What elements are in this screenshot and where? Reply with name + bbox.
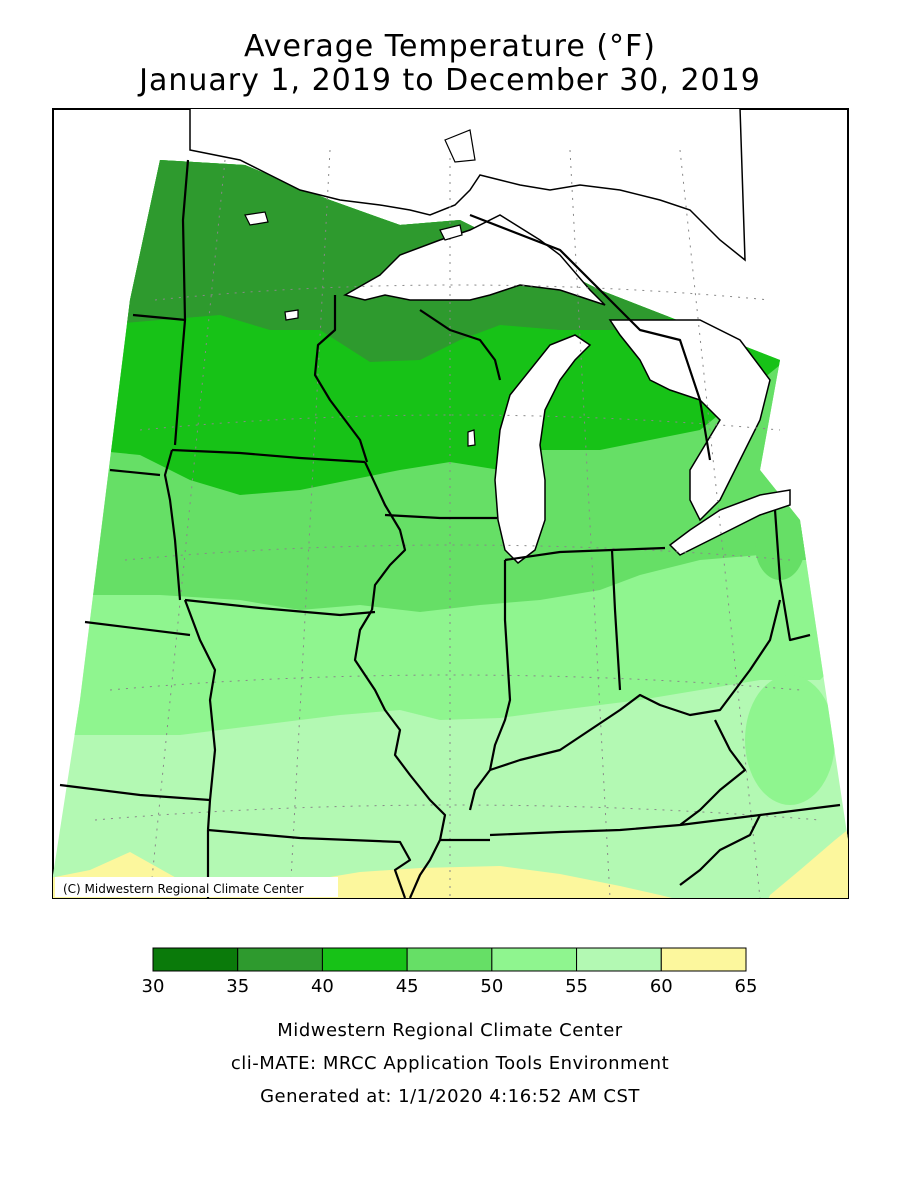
border-ks-ne bbox=[84, 620, 191, 637]
legend-bin-55-60 bbox=[576, 947, 662, 972]
border-mn-wi bbox=[313, 295, 369, 463]
border-il-west bbox=[353, 609, 447, 841]
border-ia-mo bbox=[184, 598, 376, 617]
map-date-range: January 1, 2019 to December 30, 2019 bbox=[139, 63, 761, 98]
legend-bin-30-35 bbox=[152, 947, 239, 972]
border-sd-ne bbox=[109, 468, 161, 477]
border-mo-ar bbox=[207, 828, 412, 898]
band-60-65-east bbox=[760, 820, 848, 898]
map-credit: (C) Midwestern Regional Climate Center bbox=[63, 882, 304, 896]
legend-bin-60-65 bbox=[660, 947, 747, 972]
legend-tick-40: 40 bbox=[310, 976, 334, 997]
land-north bbox=[189, 109, 746, 262]
border-tn-va bbox=[679, 814, 761, 886]
graticule bbox=[94, 149, 821, 898]
border-in-oh bbox=[610, 549, 622, 691]
border-ms-river bbox=[408, 839, 441, 898]
legend-colorbar bbox=[152, 947, 747, 972]
great-lakes bbox=[189, 109, 791, 564]
map-title: Average Temperature (°F) bbox=[244, 29, 656, 64]
legend-tick-50: 50 bbox=[480, 976, 504, 997]
state-boundaries bbox=[59, 159, 841, 898]
band-50-55-east bbox=[745, 675, 835, 805]
border-il-in bbox=[468, 560, 512, 811]
band-30-35 bbox=[370, 220, 430, 245]
border-wi-mi bbox=[419, 309, 502, 381]
lake-erie bbox=[668, 489, 791, 556]
legend-tick-60: 60 bbox=[649, 976, 673, 997]
legend-tick-30: 30 bbox=[141, 976, 165, 997]
legend-tick-65: 65 bbox=[734, 976, 758, 997]
border-sd-nd bbox=[132, 313, 187, 322]
border-mn-ia bbox=[171, 448, 366, 464]
border-wv bbox=[679, 719, 747, 826]
lake-michigan bbox=[494, 334, 592, 564]
footer-tool: cli-MATE: MRCC Application Tools Environ… bbox=[230, 1053, 670, 1074]
legend-bin-40-45 bbox=[321, 947, 408, 972]
legend-bin-50-55 bbox=[491, 947, 578, 972]
border-ky-south bbox=[489, 803, 841, 837]
legend-tick-45: 45 bbox=[395, 976, 419, 997]
band-60-65-south bbox=[53, 852, 700, 898]
legend-bin-35-40 bbox=[237, 947, 323, 972]
lake-superior bbox=[343, 214, 606, 306]
footer-org: Midwestern Regional Climate Center bbox=[277, 1020, 623, 1041]
credit-box bbox=[55, 877, 338, 897]
band-45-50-east bbox=[755, 510, 805, 580]
border-ok-ks bbox=[59, 783, 211, 802]
border-mi-upper bbox=[469, 213, 712, 461]
legend-bin-45-50 bbox=[406, 947, 493, 972]
small-lakes bbox=[244, 129, 476, 447]
border-ia-west bbox=[163, 449, 182, 601]
legend-tick-35: 35 bbox=[226, 976, 250, 997]
border-ia-il bbox=[364, 461, 407, 611]
border-ohio-river bbox=[489, 599, 782, 772]
border-oh-pa bbox=[773, 509, 811, 642]
border-mi-in-oh bbox=[504, 546, 666, 562]
legend-tick-55: 55 bbox=[565, 976, 589, 997]
border-wi-il bbox=[384, 513, 497, 520]
footer-timestamp: Generated at: 1/1/2020 4:16:52 AM CST bbox=[260, 1086, 640, 1107]
lake-huron bbox=[608, 319, 771, 522]
